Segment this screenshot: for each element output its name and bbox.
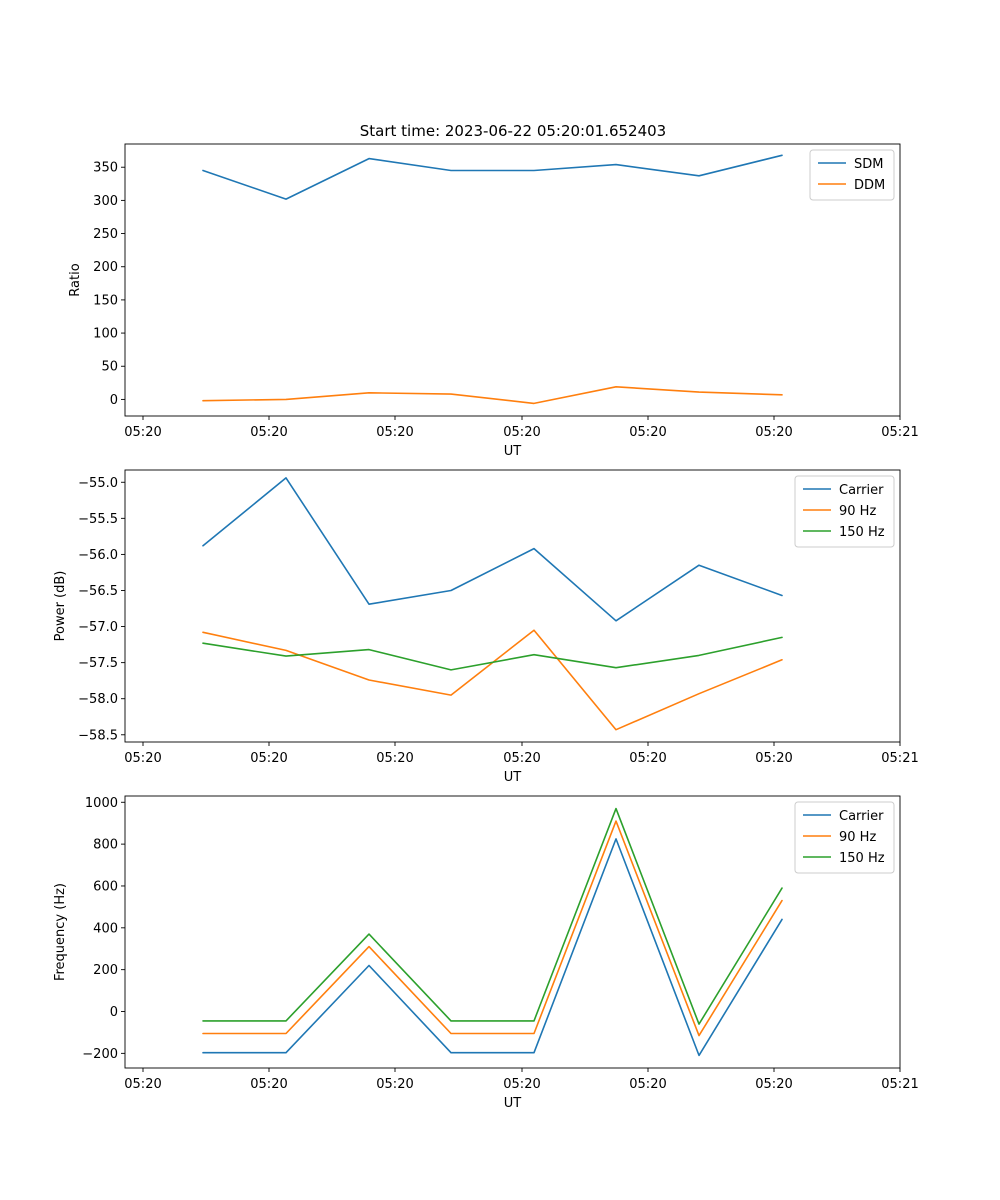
y-tick-label: 350 xyxy=(93,161,118,176)
y-tick-label: 600 xyxy=(93,879,118,894)
x-tick-label: 05:20 xyxy=(124,751,161,766)
y-tick-label: −55.0 xyxy=(78,476,118,491)
chart-2: 05:20 05:20 05:20 05:20 05:20 05:20 05:21 −58.5… xyxy=(53,469,919,785)
x-tick-label: 05:20 xyxy=(503,1077,540,1092)
axes-frame xyxy=(124,469,901,743)
y-tick-label: −55.5 xyxy=(78,512,118,527)
series-line-2 xyxy=(202,629,783,731)
legend-label: SDM xyxy=(854,157,883,172)
series-line-2 xyxy=(202,385,783,405)
x-axis-label: UT xyxy=(504,770,522,785)
y-tick-label: −58.5 xyxy=(78,728,118,743)
legend-box xyxy=(794,475,895,548)
series-line-3 xyxy=(202,636,783,671)
x-tick-label: 05:20 xyxy=(755,425,792,440)
x-tick-label: 05:20 xyxy=(755,1077,792,1092)
y-tick-label: 400 xyxy=(93,921,118,936)
y-tick-label: 300 xyxy=(93,194,118,209)
x-tick-label: 05:20 xyxy=(503,425,540,440)
x-tick-label: 05:20 xyxy=(629,751,666,766)
y-tick-label: 50 xyxy=(101,360,118,375)
series-line-3 xyxy=(202,807,783,1025)
legend: Carrier 90 Hz 150 Hz xyxy=(794,801,895,874)
x-tick-label: 05:20 xyxy=(503,751,540,766)
legend-label: Carrier xyxy=(839,483,884,498)
x-tick-label: 05:20 xyxy=(124,425,161,440)
series-line-1 xyxy=(202,154,783,200)
charts: 05:20 05:20 05:20 05:20 05:20 05:20 05:21 0 50 10… xyxy=(53,143,919,1111)
x-tick-label: 05:21 xyxy=(881,751,918,766)
y-tick-label: −200 xyxy=(82,1047,118,1062)
legend-label: 150 Hz xyxy=(839,851,885,866)
legend: SDM DDM xyxy=(809,149,895,201)
legend-label: 150 Hz xyxy=(839,525,885,540)
x-tick-label: 05:20 xyxy=(629,1077,666,1092)
series-line-2 xyxy=(202,820,783,1037)
axes-frame xyxy=(124,795,901,1069)
x-tick-label: 05:20 xyxy=(124,1077,161,1092)
y-tick-label: −57.0 xyxy=(78,620,118,635)
y-tick-label: 800 xyxy=(93,838,118,853)
y-tick-label: −56.5 xyxy=(78,584,118,599)
y-tick-label: 0 xyxy=(110,1005,118,1020)
y-tick-label: −56.0 xyxy=(78,548,118,563)
x-tick-label: 05:20 xyxy=(376,1077,413,1092)
legend: Carrier 90 Hz 150 Hz xyxy=(794,475,895,548)
y-axis-label: Ratio xyxy=(68,263,83,296)
legend-label: 90 Hz xyxy=(839,830,876,845)
y-tick-label: 100 xyxy=(93,327,118,342)
y-tick-label: 0 xyxy=(110,393,118,408)
x-tick-label: 05:20 xyxy=(250,1077,287,1092)
series-line-1 xyxy=(202,838,783,1057)
x-axis-label: UT xyxy=(504,444,522,459)
x-tick-label: 05:20 xyxy=(250,425,287,440)
y-tick-label: 250 xyxy=(93,227,118,242)
x-tick-label: 05:20 xyxy=(629,425,666,440)
y-tick-label: −57.5 xyxy=(78,656,118,671)
figure-title: Start time: 2023-06-22 05:20:01.652403 xyxy=(360,122,666,140)
chart-1: 05:20 05:20 05:20 05:20 05:20 05:20 05:21 0 50 10… xyxy=(68,143,919,459)
x-tick-label: 05:20 xyxy=(376,425,413,440)
x-tick-label: 05:20 xyxy=(755,751,792,766)
y-tick-label: 1000 xyxy=(85,796,118,811)
x-tick-label: 05:21 xyxy=(881,425,918,440)
y-tick-label: 150 xyxy=(93,293,118,308)
legend-box xyxy=(794,801,895,874)
x-tick-label: 05:20 xyxy=(376,751,413,766)
legend-label: Carrier xyxy=(839,809,884,824)
y-tick-label: −58.0 xyxy=(78,692,118,707)
axes-frame xyxy=(124,143,901,417)
y-axis-label: Frequency (Hz) xyxy=(53,883,68,981)
x-axis-label: UT xyxy=(504,1096,522,1111)
y-tick-label: 200 xyxy=(93,260,118,275)
y-axis-label: Power (dB) xyxy=(53,571,68,642)
x-tick-label: 05:21 xyxy=(881,1077,918,1092)
chart-3: 05:20 05:20 05:20 05:20 05:20 05:20 05:21 −200 0… xyxy=(53,795,919,1111)
y-tick-label: 200 xyxy=(93,963,118,978)
series-line-1 xyxy=(202,477,783,622)
legend-label: 90 Hz xyxy=(839,504,876,519)
x-tick-label: 05:20 xyxy=(250,751,287,766)
legend-label: DDM xyxy=(854,178,885,193)
